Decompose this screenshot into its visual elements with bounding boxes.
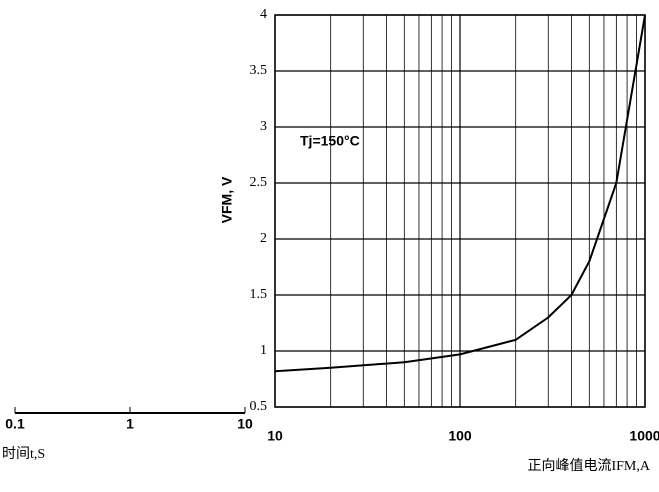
y-tick-label: 2.5 xyxy=(250,175,268,190)
y-tick-label: 4 xyxy=(260,7,267,22)
x-axis-label: 正向峰值电流IFM,A xyxy=(527,458,650,474)
y-tick-label: 1 xyxy=(260,343,267,358)
x-tick-label: 100 xyxy=(448,428,472,444)
annotation: Tj=150°C xyxy=(300,133,360,149)
x-tick-label: 1 xyxy=(126,416,134,432)
y-tick-label: 1.5 xyxy=(250,287,268,302)
x-axis-label: 时间t,S xyxy=(2,446,45,462)
y-tick-label: 2 xyxy=(260,231,267,246)
x-tick-label: 10 xyxy=(237,416,253,432)
x-tick-label: 1000 xyxy=(629,428,659,444)
y-tick-label: 3.5 xyxy=(250,63,268,78)
y-tick-label: 3 xyxy=(260,119,267,134)
y-axis-label: VFM, V xyxy=(219,176,235,223)
y-tick-label: 0.5 xyxy=(250,399,268,414)
data-line xyxy=(274,14,646,373)
x-tick-label: 10 xyxy=(267,428,283,444)
x-tick-label: 0.1 xyxy=(5,416,25,432)
